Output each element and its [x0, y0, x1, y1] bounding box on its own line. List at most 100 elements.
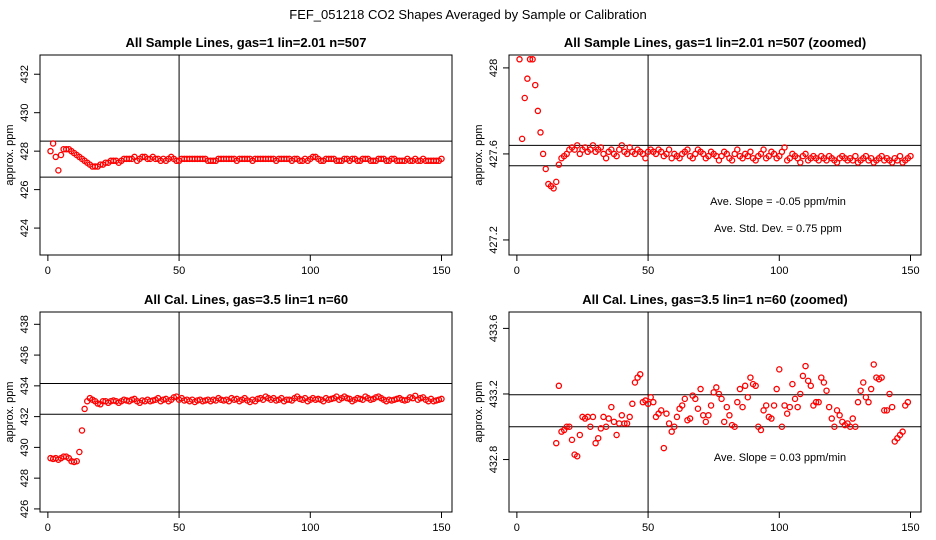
data-point: [776, 366, 783, 373]
data-point: [886, 390, 893, 398]
data-point: [799, 372, 807, 380]
data-point: [414, 157, 422, 165]
data-point: [531, 81, 539, 89]
data-point: [783, 410, 791, 417]
data-point: [110, 157, 117, 165]
data-point: [568, 436, 576, 444]
x-tick-label: 150: [901, 265, 919, 277]
data-point: [660, 444, 668, 452]
data-point: [723, 403, 731, 411]
data-point: [602, 154, 610, 162]
data-point: [752, 382, 759, 390]
data-point: [613, 431, 620, 439]
data-point: [526, 56, 534, 63]
data-point: [820, 379, 828, 386]
data-point: [587, 423, 594, 431]
data-point: [807, 382, 815, 390]
y-tick-label: 426: [19, 180, 31, 198]
panel-3: All Cal. Lines, gas=3.5 lin=1 n=60 0 50 100…: [4, 292, 453, 534]
x-tick-label: 0: [514, 265, 520, 277]
data-point: [681, 395, 689, 403]
data-point: [673, 413, 681, 421]
data-point: [52, 153, 59, 161]
y-axis-label: approx. ppm: [473, 124, 485, 185]
data-point: [867, 385, 875, 393]
data-point: [778, 423, 786, 431]
panel-title: All Sample Lines, gas=1 lin=2.01 n=507: [126, 35, 367, 50]
data-point: [550, 185, 557, 192]
data-point: [797, 390, 804, 398]
data-point: [768, 415, 775, 422]
data-point: [663, 410, 670, 417]
data-point: [438, 155, 445, 163]
data-point: [555, 161, 563, 168]
x-tick-label: 100: [301, 522, 319, 534]
data-point: [802, 362, 809, 370]
data-point: [62, 145, 70, 153]
y-tick-label: 424: [19, 219, 31, 237]
data-point: [309, 153, 317, 161]
data-point: [899, 428, 906, 435]
data-point: [734, 398, 741, 406]
panel-title: All Cal. Lines, gas=3.5 lin=1 n=60 (zoom…: [582, 292, 848, 307]
data-point: [173, 157, 180, 165]
data-point: [744, 393, 752, 401]
data-point: [576, 431, 584, 439]
data-point: [594, 434, 602, 442]
x-tick-label: 150: [901, 522, 919, 534]
plot-frame: [508, 54, 922, 256]
data-point: [335, 157, 343, 165]
y-tick-label: 432: [19, 65, 31, 83]
y-tick-label: 428: [19, 469, 31, 487]
data-point: [854, 398, 862, 406]
data-points: [516, 56, 914, 192]
data-point: [647, 393, 654, 401]
x-tick-label: 100: [770, 522, 788, 534]
data-point: [728, 157, 736, 164]
data-point: [762, 402, 770, 409]
data-point: [529, 56, 536, 63]
data-point: [852, 152, 859, 160]
data-point: [209, 157, 217, 165]
data-point: [739, 403, 746, 411]
data-point: [573, 142, 581, 149]
data-point: [852, 423, 859, 431]
data-point: [592, 439, 599, 447]
y-tick-label: 432: [19, 407, 31, 425]
panel-4: All Cal. Lines, gas=3.5 lin=1 n=60 (zoom…: [473, 292, 922, 534]
data-point: [602, 423, 610, 431]
data-point: [534, 107, 542, 115]
x-tick-label: 100: [770, 265, 788, 277]
data-point: [623, 420, 631, 427]
data-point: [623, 150, 631, 158]
data-point: [862, 393, 870, 401]
data-point: [865, 398, 872, 406]
data-point: [605, 415, 612, 422]
data-point: [770, 402, 778, 409]
data-point: [818, 374, 825, 381]
data-point: [370, 157, 377, 165]
panel-title: All Sample Lines, gas=1 lin=2.01 n=507 (…: [564, 35, 866, 50]
data-point: [81, 405, 88, 413]
plot-frame: [39, 54, 453, 256]
data-point: [552, 178, 560, 186]
data-point: [49, 140, 57, 147]
x-tick-label: 50: [173, 522, 185, 534]
data-point: [781, 144, 788, 151]
figure-title: FEF_051218 CO2 Shapes Averaged by Sample…: [289, 7, 646, 22]
y-tick-label: 428: [19, 142, 31, 160]
data-point: [713, 384, 720, 391]
data-point: [57, 151, 65, 159]
data-point: [665, 420, 673, 427]
data-point: [825, 403, 833, 411]
data-point: [377, 155, 385, 163]
data-point: [731, 423, 738, 431]
data-point: [694, 405, 702, 412]
data-point: [125, 155, 133, 163]
data-point: [657, 407, 665, 414]
data-point: [573, 453, 581, 460]
panel-1: All Sample Lines, gas=1 lin=2.01 n=507 0 5…: [4, 35, 453, 277]
data-point: [870, 361, 878, 368]
annotation-text: Ave. Slope = 0.03 ppm/min: [714, 452, 846, 464]
data-point: [904, 398, 912, 406]
